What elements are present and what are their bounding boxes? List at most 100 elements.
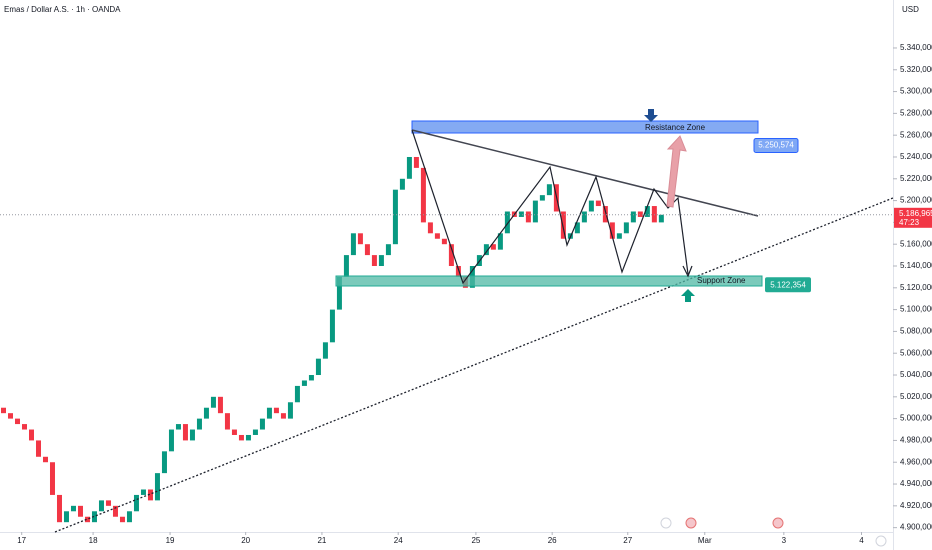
triangle-upper <box>411 129 759 217</box>
candle-body <box>497 233 503 250</box>
resistance-label: Resistance Zone <box>645 123 706 132</box>
candle-body <box>35 440 41 457</box>
x-tick-label: 19 <box>166 536 175 545</box>
candle-body <box>434 233 440 239</box>
candle-body <box>336 276 342 310</box>
candle-body <box>252 429 258 435</box>
down-arrow <box>644 109 658 122</box>
y-tick-label: 5.320,000 <box>900 65 932 74</box>
y-tick-label: 5.080,000 <box>900 327 932 336</box>
candle-body <box>588 200 594 212</box>
candle-body <box>63 511 69 523</box>
event-icon[interactable] <box>772 517 784 529</box>
candle-body <box>644 206 650 217</box>
candle-body <box>154 473 160 501</box>
support-price-box <box>765 277 811 293</box>
support-price: 5.122,354 <box>770 280 806 289</box>
candle-body <box>126 511 132 523</box>
candle-body <box>182 424 188 441</box>
candle-body <box>581 211 587 223</box>
candle-body <box>140 489 146 495</box>
x-tick-label: 18 <box>89 536 98 545</box>
y-tick-label: 5.340,000 <box>900 43 932 52</box>
y-tick-label: 4.900,000 <box>900 523 932 532</box>
candle-body <box>364 244 370 256</box>
x-tick-label: 3 <box>782 536 787 545</box>
candle-body <box>483 244 489 256</box>
candle-body <box>637 211 643 217</box>
candle-body <box>7 413 13 419</box>
candle-body <box>329 309 335 343</box>
candle-body <box>371 255 377 266</box>
candle-body <box>392 189 398 245</box>
y-tick-label: 5.260,000 <box>900 130 932 139</box>
x-tick-label: 21 <box>317 536 326 545</box>
candle-body <box>616 233 622 239</box>
candle-body <box>161 451 167 474</box>
candle-body <box>168 429 174 452</box>
y-tick-label: 5.060,000 <box>900 348 932 357</box>
event-icon[interactable] <box>660 517 672 529</box>
y-tick-label: 5.220,000 <box>900 174 932 183</box>
candle-body <box>399 178 405 190</box>
support-label: Support Zone <box>697 276 746 285</box>
candle-body <box>0 407 6 414</box>
candle-body <box>49 462 55 495</box>
candle-body <box>357 233 363 245</box>
candle-body <box>427 222 433 234</box>
x-tick-label: 27 <box>623 536 632 545</box>
candle-body <box>574 222 580 234</box>
candle-body <box>217 396 223 414</box>
x-tick-label: 24 <box>394 536 403 545</box>
candle-body <box>224 413 230 430</box>
y-tick-label: 4.960,000 <box>900 457 932 466</box>
candle-body <box>189 429 195 441</box>
candle-body <box>595 200 601 207</box>
candle-body <box>84 516 90 523</box>
candle-body <box>98 500 104 512</box>
y-tick-label: 5.120,000 <box>900 283 932 292</box>
candle-body <box>441 238 447 245</box>
up-arrow <box>681 289 695 302</box>
candle-body <box>518 211 524 217</box>
candle-body <box>238 434 244 441</box>
y-tick-label: 5.200,000 <box>900 196 932 205</box>
resistance-price: 5.250,574 <box>758 141 794 150</box>
candle-body <box>490 244 496 250</box>
candle-body <box>455 266 461 277</box>
candle-body <box>280 413 286 419</box>
chart-title: Emas / Dollar A.S. · 1h · OANDA <box>4 5 121 14</box>
y-tick-label: 4.920,000 <box>900 501 932 510</box>
support-zone <box>335 275 763 287</box>
candle-body <box>420 167 426 223</box>
pink-arrow <box>666 135 687 208</box>
y-tick-label: 5.300,000 <box>900 87 932 96</box>
settings-icon[interactable] <box>875 535 887 547</box>
candle-body <box>259 418 265 430</box>
candle-body <box>175 424 181 430</box>
x-tick-label: 4 <box>859 536 864 545</box>
y-tick-label: 5.160,000 <box>900 239 932 248</box>
y-tick-label: 5.040,000 <box>900 370 932 379</box>
candle-body <box>245 434 251 441</box>
candle-body <box>385 244 391 256</box>
candle-body <box>112 505 118 517</box>
x-tick-label: 20 <box>241 536 250 545</box>
candle-body <box>210 396 216 408</box>
candle-body <box>28 429 34 441</box>
event-icon[interactable] <box>685 517 697 529</box>
candle-body <box>308 375 314 381</box>
candle-body <box>91 511 97 523</box>
candle-body <box>105 500 111 506</box>
candle-body <box>203 407 209 419</box>
x-tick-label: 26 <box>548 536 557 545</box>
y-tick-label: 5.100,000 <box>900 305 932 314</box>
y-tick-label: 5.140,000 <box>900 261 932 270</box>
price-tag <box>894 207 932 228</box>
candle-body <box>532 200 538 223</box>
countdown: 47:23 <box>899 218 920 227</box>
candle-body <box>147 489 153 501</box>
candle-body <box>70 505 76 512</box>
candle-body <box>322 342 328 359</box>
